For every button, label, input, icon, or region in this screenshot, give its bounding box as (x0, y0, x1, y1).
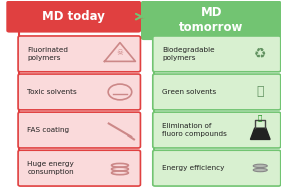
FancyBboxPatch shape (18, 150, 140, 186)
Text: Biodegradable
polymers: Biodegradable polymers (162, 47, 215, 61)
Ellipse shape (253, 168, 267, 172)
FancyBboxPatch shape (153, 150, 281, 186)
FancyBboxPatch shape (18, 112, 140, 148)
Text: 🌱: 🌱 (258, 115, 262, 121)
Text: Huge energy
consumption: Huge energy consumption (27, 161, 74, 175)
FancyBboxPatch shape (18, 74, 140, 110)
FancyBboxPatch shape (153, 36, 281, 72)
Text: Fluorinated
polymers: Fluorinated polymers (27, 47, 68, 61)
Text: ☠: ☠ (116, 48, 124, 57)
FancyBboxPatch shape (153, 112, 281, 148)
Text: Toxic solvents: Toxic solvents (27, 89, 77, 95)
Text: 🌿: 🌿 (257, 85, 264, 98)
Text: Energy efficiency: Energy efficiency (162, 165, 224, 171)
Text: MD
tomorrow: MD tomorrow (179, 6, 243, 34)
FancyBboxPatch shape (18, 36, 140, 72)
FancyBboxPatch shape (6, 1, 141, 33)
Polygon shape (250, 128, 270, 139)
Text: Green solvents: Green solvents (162, 89, 216, 95)
FancyBboxPatch shape (153, 74, 281, 110)
Text: ♻: ♻ (254, 47, 266, 61)
Text: MD today: MD today (42, 10, 105, 23)
Text: FAS coating: FAS coating (27, 127, 69, 133)
Text: Elimination of
fluoro compounds: Elimination of fluoro compounds (162, 123, 227, 137)
FancyBboxPatch shape (141, 1, 281, 40)
Ellipse shape (253, 164, 267, 168)
